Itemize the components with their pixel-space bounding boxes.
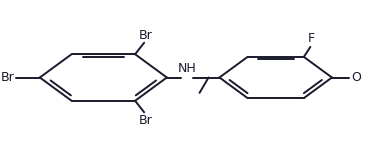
Text: NH: NH <box>177 62 196 75</box>
Text: Br: Br <box>139 114 153 127</box>
Text: Br: Br <box>139 29 153 42</box>
Text: O: O <box>351 71 361 84</box>
Text: F: F <box>308 32 315 45</box>
Text: Br: Br <box>1 71 14 84</box>
